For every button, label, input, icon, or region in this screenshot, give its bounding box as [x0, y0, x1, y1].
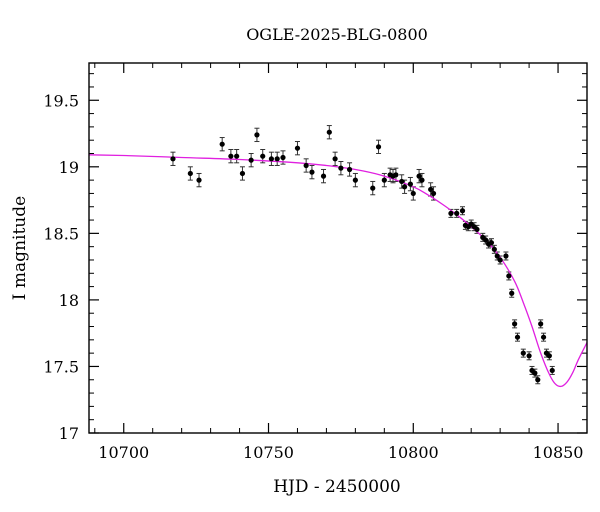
data-point	[503, 253, 509, 259]
axis-tick-labels: 10700 10750 10800 10850 17 17.5 18 18.5 19 19.5	[43, 91, 583, 462]
data-point	[332, 156, 338, 162]
data-point	[506, 273, 512, 279]
y-tick-label: 18	[59, 291, 79, 310]
data-point	[254, 132, 260, 138]
data-point	[381, 177, 387, 183]
data-point	[514, 334, 521, 340]
data-point	[430, 190, 437, 197]
axis-ticks	[89, 63, 588, 434]
data-point	[375, 144, 382, 150]
data-point	[370, 185, 376, 191]
y-tick-label: 18.5	[43, 224, 79, 243]
data-point	[234, 153, 240, 159]
chart-title: OGLE-2025-BLG-0800	[246, 25, 428, 44]
x-axis-label: HJD - 2450000	[273, 477, 401, 497]
data-point	[520, 350, 526, 356]
data-point	[509, 290, 515, 296]
plot-frame	[88, 62, 588, 434]
data-point	[320, 173, 327, 179]
data-point	[483, 237, 489, 243]
y-tick-label: 17.5	[43, 357, 79, 376]
x-tick-label: 10750	[243, 443, 294, 462]
data-point	[260, 153, 266, 159]
data-point	[239, 170, 246, 177]
data-point	[401, 184, 408, 190]
data-point	[346, 166, 353, 173]
data-point	[494, 253, 500, 259]
data-point	[170, 156, 176, 162]
data-point	[393, 172, 399, 178]
x-tick-label: 10850	[533, 443, 584, 462]
data-point	[219, 141, 225, 147]
data-points	[170, 129, 555, 383]
data-point	[488, 240, 495, 246]
data-point	[419, 177, 425, 183]
data-point	[532, 370, 538, 376]
data-point	[338, 165, 344, 171]
data-point	[497, 257, 503, 263]
data-point	[448, 210, 454, 216]
y-axis-label: I magnitude	[10, 196, 30, 300]
x-tick-label: 10700	[98, 443, 149, 462]
data-point	[491, 246, 497, 252]
data-point	[399, 178, 405, 185]
y-tick-label: 17	[59, 424, 79, 443]
data-point	[268, 156, 275, 162]
data-point	[248, 157, 254, 163]
data-point	[416, 173, 422, 179]
data-point	[407, 181, 413, 187]
y-tick-label: 19	[59, 158, 79, 177]
data-point	[538, 321, 544, 327]
data-point	[512, 321, 518, 327]
data-point	[228, 153, 234, 159]
data-point	[294, 145, 301, 151]
data-point	[459, 208, 466, 214]
data-point	[474, 226, 480, 232]
data-point	[280, 154, 286, 161]
data-point	[410, 190, 416, 197]
data-point	[428, 186, 434, 193]
data-point	[526, 353, 532, 359]
y-tick-label: 19.5	[43, 91, 79, 110]
x-tick-label: 10800	[388, 443, 439, 462]
data-point	[196, 177, 202, 183]
data-point	[546, 353, 552, 359]
data-point	[454, 210, 460, 216]
data-point	[352, 177, 358, 183]
model-curve	[88, 154, 588, 388]
data-point	[274, 156, 280, 162]
data-point	[549, 367, 555, 374]
data-point	[540, 334, 547, 340]
data-point	[303, 162, 309, 169]
data-point	[309, 169, 315, 175]
data-point	[535, 377, 541, 383]
data-point	[326, 129, 332, 135]
data-point	[187, 170, 193, 177]
